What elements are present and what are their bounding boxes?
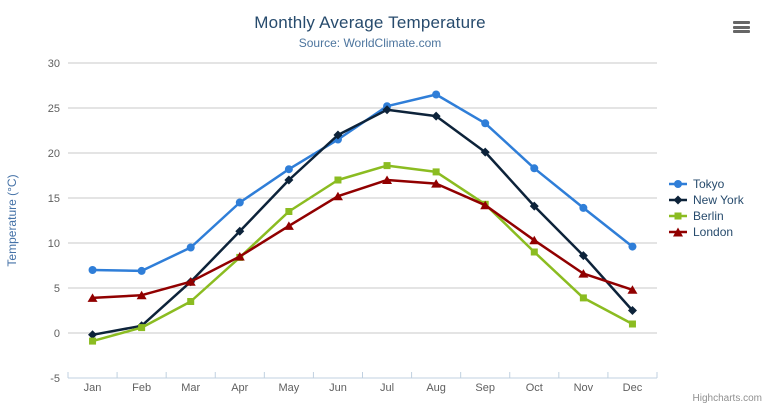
data-point-tokyo[interactable]: [284, 165, 293, 174]
hamburger-icon: [733, 21, 750, 24]
data-point-berlin[interactable]: [530, 248, 538, 256]
data-point-london[interactable]: [136, 290, 147, 300]
data-point-new-york[interactable]: [627, 306, 637, 315]
hamburger-icon: [733, 30, 750, 33]
x-axis-label: Jul: [380, 382, 394, 394]
circle-marker-icon: [669, 180, 687, 188]
credits-link[interactable]: Highcharts.com: [692, 393, 762, 404]
x-axis-label: Dec: [623, 382, 643, 394]
legend-label: Berlin: [693, 209, 724, 223]
data-point-tokyo[interactable]: [628, 242, 637, 251]
x-axis-label: Oct: [526, 382, 543, 394]
data-point-berlin[interactable]: [579, 294, 587, 302]
data-point-london[interactable]: [234, 252, 245, 261]
series-line-berlin: [91, 164, 634, 343]
data-point-london[interactable]: [529, 235, 540, 245]
y-axis-label: 0: [54, 328, 60, 340]
data-point-berlin[interactable]: [187, 298, 195, 305]
data-point-berlin[interactable]: [628, 320, 636, 328]
series-line-new-york: [91, 108, 634, 337]
y-axis-title: Temperature (°C): [5, 174, 19, 266]
chart-subtitle: Source: WorldClimate.com: [298, 36, 442, 50]
diamond-marker-icon: [669, 195, 687, 205]
data-point-tokyo[interactable]: [137, 266, 146, 275]
y-axis-label: 30: [48, 58, 60, 70]
triangle-marker-icon: [669, 227, 687, 237]
data-point-tokyo[interactable]: [432, 90, 441, 99]
y-axis-label: 15: [48, 193, 60, 205]
data-point-new-york[interactable]: [529, 201, 539, 211]
chart-title: Monthly Average Temperature: [254, 13, 486, 32]
series-line-tokyo: [91, 93, 634, 273]
square-marker-icon: [669, 212, 687, 220]
x-axis-label: Sep: [475, 382, 495, 394]
data-point-berlin[interactable]: [383, 162, 391, 170]
legend-item-tokyo[interactable]: Tokyo: [668, 176, 744, 192]
legend: Tokyo New York Berlin London: [668, 176, 744, 240]
data-point-london[interactable]: [578, 269, 589, 278]
data-point-berlin[interactable]: [334, 176, 342, 184]
legend-item-london[interactable]: London: [668, 224, 744, 240]
x-axis-label: Mar: [181, 382, 200, 394]
data-point-london[interactable]: [87, 293, 98, 302]
data-point-london[interactable]: [480, 200, 491, 210]
data-point-tokyo[interactable]: [88, 266, 97, 274]
legend-item-berlin[interactable]: Berlin: [668, 208, 744, 224]
data-point-tokyo[interactable]: [186, 243, 195, 252]
data-point-new-york[interactable]: [88, 330, 98, 340]
data-point-tokyo[interactable]: [530, 164, 539, 173]
series-line-london: [91, 178, 634, 300]
y-axis-label: 20: [48, 148, 60, 160]
y-axis-label: 5: [54, 283, 60, 295]
data-point-new-york[interactable]: [333, 130, 343, 140]
data-point-berlin[interactable]: [89, 337, 97, 345]
x-axis-label: Jun: [329, 382, 347, 394]
hamburger-icon: [733, 25, 750, 29]
data-point-new-york[interactable]: [382, 105, 392, 115]
y-axis-label: 10: [48, 238, 60, 250]
x-axis-label: Jan: [84, 382, 102, 394]
y-axis-label: 25: [48, 103, 60, 115]
x-axis-label: Apr: [231, 382, 248, 394]
data-point-london[interactable]: [283, 221, 294, 230]
data-point-berlin[interactable]: [432, 168, 440, 176]
data-point-london[interactable]: [332, 191, 343, 201]
data-point-london[interactable]: [627, 285, 638, 294]
export-menu-button[interactable]: [733, 21, 750, 33]
data-point-new-york[interactable]: [284, 175, 294, 185]
x-axis-label: Nov: [574, 382, 594, 394]
legend-label: London: [693, 225, 734, 239]
x-axis-label: Aug: [426, 382, 446, 394]
data-point-london[interactable]: [185, 277, 196, 286]
legend-label: New York: [693, 193, 744, 207]
data-point-tokyo[interactable]: [481, 119, 490, 128]
x-axis-label: Feb: [132, 382, 151, 394]
data-point-berlin[interactable]: [138, 324, 146, 332]
data-point-tokyo[interactable]: [235, 198, 244, 207]
data-point-london[interactable]: [382, 175, 393, 185]
data-point-berlin[interactable]: [285, 208, 293, 215]
data-point-new-york[interactable]: [578, 251, 588, 261]
data-point-new-york[interactable]: [431, 111, 441, 121]
legend-item-new-york[interactable]: New York: [668, 192, 744, 208]
data-point-london[interactable]: [431, 179, 442, 188]
legend-label: Tokyo: [693, 177, 725, 191]
y-axis-label: -5: [50, 373, 60, 385]
data-point-new-york[interactable]: [480, 147, 490, 157]
x-axis-label: May: [278, 382, 299, 394]
data-point-new-york[interactable]: [235, 226, 245, 236]
data-point-tokyo[interactable]: [579, 203, 588, 212]
